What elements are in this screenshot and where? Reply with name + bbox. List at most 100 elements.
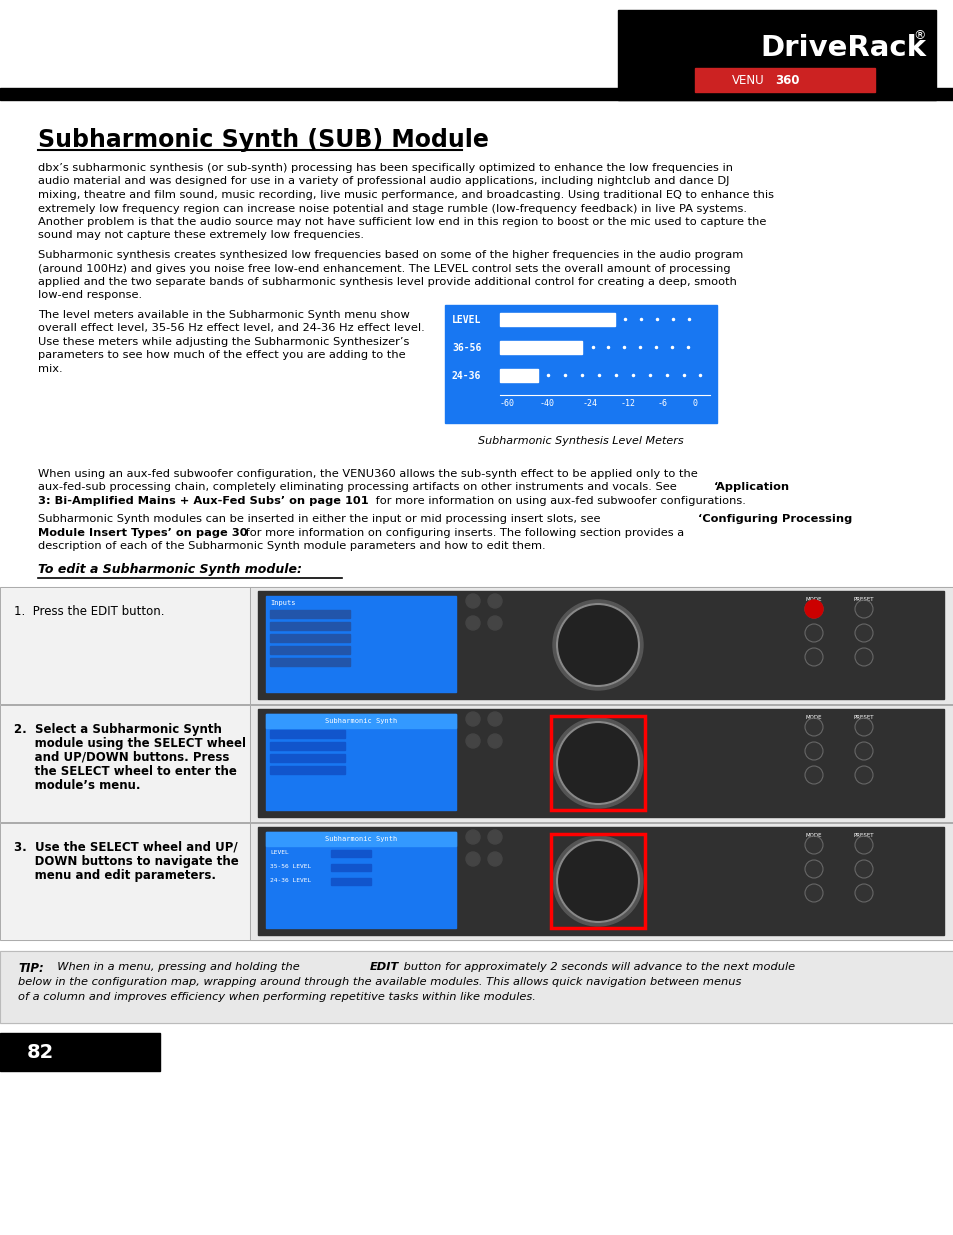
Bar [331, 878, 371, 885]
Bar [270, 755, 345, 762]
Circle shape [557, 840, 639, 923]
Text: module using the SELECT wheel: module using the SELECT wheel [14, 737, 246, 750]
Circle shape [488, 734, 501, 748]
Bar [250, 587, 953, 704]
Bar [0, 587, 250, 704]
Text: -40: -40 [539, 399, 554, 408]
Text: mixing, theatre and film sound, music recording, live music performance, and bro: mixing, theatre and film sound, music re… [38, 190, 773, 200]
Text: Subharmonic Synthesis Level Meters: Subharmonic Synthesis Level Meters [477, 436, 683, 446]
Text: Inputs: Inputs [270, 600, 295, 606]
Bar [270, 634, 350, 642]
Text: PRESET: PRESET [853, 597, 873, 601]
Text: Subharmonic Synth: Subharmonic Synth [325, 836, 396, 842]
Text: (around 100Hz) and gives you noise free low-end enhancement. The LEVEL control s: (around 100Hz) and gives you noise free … [38, 263, 730, 273]
Text: button for approximately 2 seconds will advance to the next module: button for approximately 2 seconds will … [399, 962, 794, 972]
Text: Module Insert Types’ on page 30: Module Insert Types’ on page 30 [38, 527, 248, 537]
Circle shape [488, 852, 501, 866]
Bar [0, 1032, 160, 1071]
Circle shape [465, 852, 479, 866]
Bar [0, 88, 953, 100]
Text: 0: 0 [692, 399, 697, 408]
Bar [270, 622, 350, 630]
Circle shape [854, 836, 872, 853]
Text: 3.  Use the SELECT wheel and UP/: 3. Use the SELECT wheel and UP/ [14, 841, 237, 853]
Text: DOWN buttons to navigate the: DOWN buttons to navigate the [14, 855, 238, 868]
Text: 24-36: 24-36 [452, 370, 481, 382]
Circle shape [804, 884, 822, 902]
Bar [499, 341, 581, 354]
Text: of a column and improves efficiency when performing repetitive tasks within like: of a column and improves efficiency when… [18, 992, 536, 1002]
Text: -12: -12 [619, 399, 635, 408]
Text: and UP/DOWN buttons. Press: and UP/DOWN buttons. Press [14, 751, 229, 764]
Bar [0, 587, 250, 704]
Circle shape [854, 718, 872, 736]
Circle shape [854, 884, 872, 902]
Text: When in a menu, pressing and holding the: When in a menu, pressing and holding the [50, 962, 303, 972]
Circle shape [488, 713, 501, 726]
Circle shape [488, 616, 501, 630]
Bar [0, 823, 250, 940]
Bar [257, 827, 943, 935]
Text: Subharmonic Synth (SUB) Module: Subharmonic Synth (SUB) Module [38, 128, 488, 152]
Text: 35-56 LEVEL: 35-56 LEVEL [270, 864, 311, 869]
Circle shape [553, 836, 642, 926]
Bar [444, 305, 717, 424]
Bar [266, 832, 456, 846]
Circle shape [804, 766, 822, 784]
Bar [250, 705, 953, 823]
Circle shape [465, 830, 479, 844]
Text: Subharmonic Synth: Subharmonic Synth [325, 718, 396, 724]
Circle shape [854, 860, 872, 878]
Bar [0, 951, 953, 1023]
Circle shape [854, 742, 872, 760]
Circle shape [488, 594, 501, 608]
Bar [270, 742, 345, 750]
Bar [0, 823, 250, 940]
Text: EDIT: EDIT [370, 962, 399, 972]
Text: DriveRack: DriveRack [760, 35, 925, 62]
Text: VENU: VENU [731, 74, 763, 86]
Text: 1.  Press the EDIT button.: 1. Press the EDIT button. [14, 605, 164, 618]
Text: applied and the two separate bands of subharmonic synthesis level provide additi: applied and the two separate bands of su… [38, 277, 736, 287]
Text: ‘Application: ‘Application [713, 483, 789, 493]
Bar [270, 730, 345, 739]
Circle shape [557, 604, 639, 685]
Circle shape [804, 718, 822, 736]
Text: below in the configuration map, wrapping around through the available modules. T: below in the configuration map, wrapping… [18, 977, 740, 987]
Circle shape [804, 624, 822, 642]
Bar [266, 597, 456, 692]
Circle shape [854, 600, 872, 618]
Text: 36-56: 36-56 [452, 343, 481, 353]
Bar [695, 68, 874, 91]
Text: description of each of the Subharmonic Synth module parameters and how to edit t: description of each of the Subharmonic S… [38, 541, 545, 551]
Circle shape [854, 624, 872, 642]
Text: extremely low frequency region can increase noise potential and stage rumble (lo: extremely low frequency region can incre… [38, 204, 746, 214]
Bar [250, 587, 953, 704]
Text: parameters to see how much of the effect you are adding to the: parameters to see how much of the effect… [38, 351, 405, 361]
Bar [499, 369, 537, 382]
Bar [257, 709, 943, 818]
Circle shape [553, 600, 642, 690]
Text: dbx’s subharmonic synthesis (or sub-synth) processing has been specifically opti: dbx’s subharmonic synthesis (or sub-synt… [38, 163, 732, 173]
Bar [250, 705, 953, 823]
Text: module’s menu.: module’s menu. [14, 779, 140, 792]
Bar [331, 850, 371, 857]
Circle shape [804, 836, 822, 853]
Text: audio material and was designed for use in a variety of professional audio appli: audio material and was designed for use … [38, 177, 729, 186]
Text: LEVEL: LEVEL [270, 850, 289, 855]
Text: 360: 360 [774, 74, 799, 86]
Text: menu and edit parameters.: menu and edit parameters. [14, 869, 215, 882]
Text: MODE: MODE [805, 832, 821, 839]
Text: aux-fed-sub processing chain, completely eliminating processing artifacts on oth: aux-fed-sub processing chain, completely… [38, 483, 679, 493]
Bar [270, 766, 345, 774]
Text: 2.  Select a Subharmonic Synth: 2. Select a Subharmonic Synth [14, 722, 222, 736]
Bar [551, 716, 644, 810]
Bar [331, 864, 371, 871]
Circle shape [553, 718, 642, 808]
Text: overall effect level, 35-56 Hz effect level, and 24-36 Hz effect level.: overall effect level, 35-56 Hz effect le… [38, 324, 424, 333]
Bar [266, 714, 456, 727]
Circle shape [557, 722, 639, 804]
Circle shape [465, 594, 479, 608]
Text: Another problem is that the audio source may not have sufficient low end in this: Another problem is that the audio source… [38, 217, 765, 227]
Text: Subharmonic synthesis creates synthesized low frequencies based on some of the h: Subharmonic synthesis creates synthesize… [38, 249, 742, 261]
